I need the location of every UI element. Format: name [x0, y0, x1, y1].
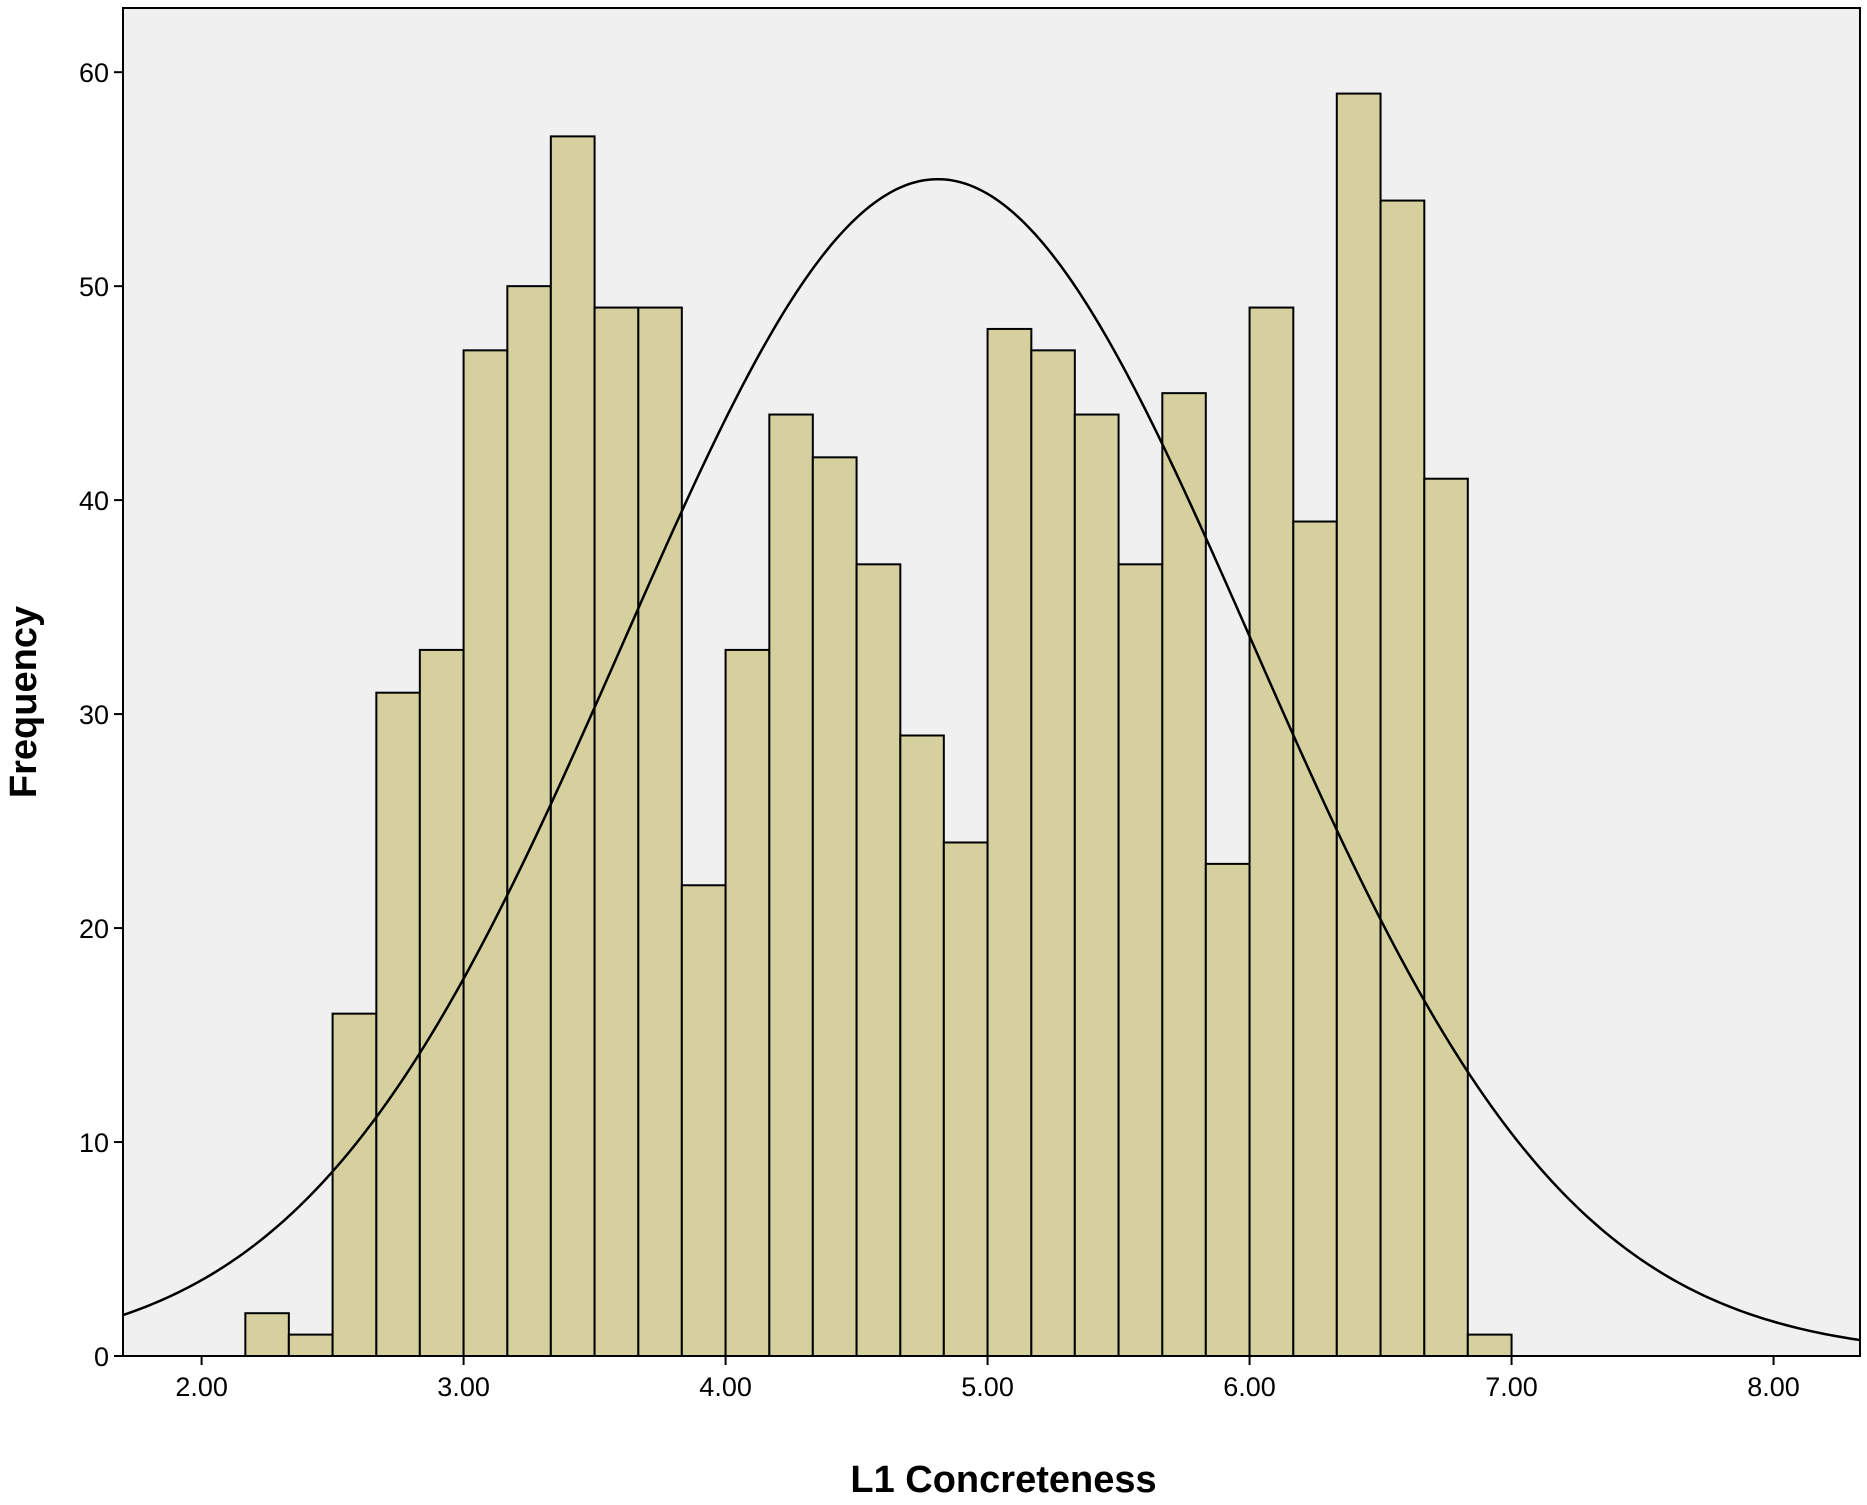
histogram-bar [549, 135, 596, 1357]
histogram-bar [1161, 392, 1207, 1357]
normal-curve [122, 177, 1861, 1342]
histogram-bar [593, 306, 640, 1357]
histogram-bar [1379, 199, 1426, 1358]
histogram-bar [986, 327, 1033, 1357]
histogram-bar [1117, 563, 1164, 1357]
histogram-bar [331, 1012, 378, 1358]
histogram-bar [462, 349, 509, 1358]
y-tick-label: 30 [79, 700, 109, 730]
y-tick-label: 20 [79, 914, 109, 944]
histogram-bar [1423, 477, 1469, 1357]
x-tick-label: 7.00 [1485, 1372, 1538, 1402]
histogram-bar [855, 563, 902, 1357]
histogram-bar [724, 648, 771, 1357]
y-tick-label: 40 [79, 486, 109, 516]
histogram-bar [244, 1312, 290, 1357]
histogram-bar [942, 841, 989, 1357]
histogram-bar [637, 306, 683, 1357]
histogram-bar [811, 456, 858, 1358]
histogram-bar [1204, 862, 1251, 1357]
histogram-bar [768, 413, 814, 1357]
x-tick-label: 6.00 [1223, 1372, 1276, 1402]
x-tick-label: 8.00 [1747, 1372, 1800, 1402]
histogram-bar [1248, 306, 1295, 1357]
y-tick-label: 10 [79, 1128, 109, 1158]
x-tick-label: 3.00 [437, 1372, 490, 1402]
histogram-bar [1466, 1333, 1513, 1357]
histogram-bar [680, 884, 727, 1357]
y-tick-label: 60 [79, 58, 109, 88]
bars-group [244, 92, 1513, 1358]
histogram-bar [287, 1333, 334, 1357]
histogram-bar [375, 691, 421, 1357]
histogram-bar [1030, 349, 1076, 1358]
x-tick-label: 2.00 [175, 1372, 228, 1402]
x-tick-label: 4.00 [699, 1372, 752, 1402]
histogram-bar [1292, 520, 1338, 1357]
x-axis-title: L1 Concreteness [850, 1459, 1156, 1500]
x-tick-label: 5.00 [961, 1372, 1014, 1402]
histogram-bar [1073, 413, 1120, 1357]
histogram-bar [1335, 92, 1382, 1358]
histogram-bar [899, 734, 945, 1357]
y-axis-title: Frequency [3, 606, 45, 798]
y-tick-label: 50 [79, 272, 109, 302]
y-tick-label: 0 [94, 1342, 109, 1372]
histogram-bar [418, 648, 465, 1357]
axes-group: 2.00 3.00 4.00 5.00 6.00 7.00 8.00 0 10 20 30 40 50 6… [79, 8, 1860, 1402]
